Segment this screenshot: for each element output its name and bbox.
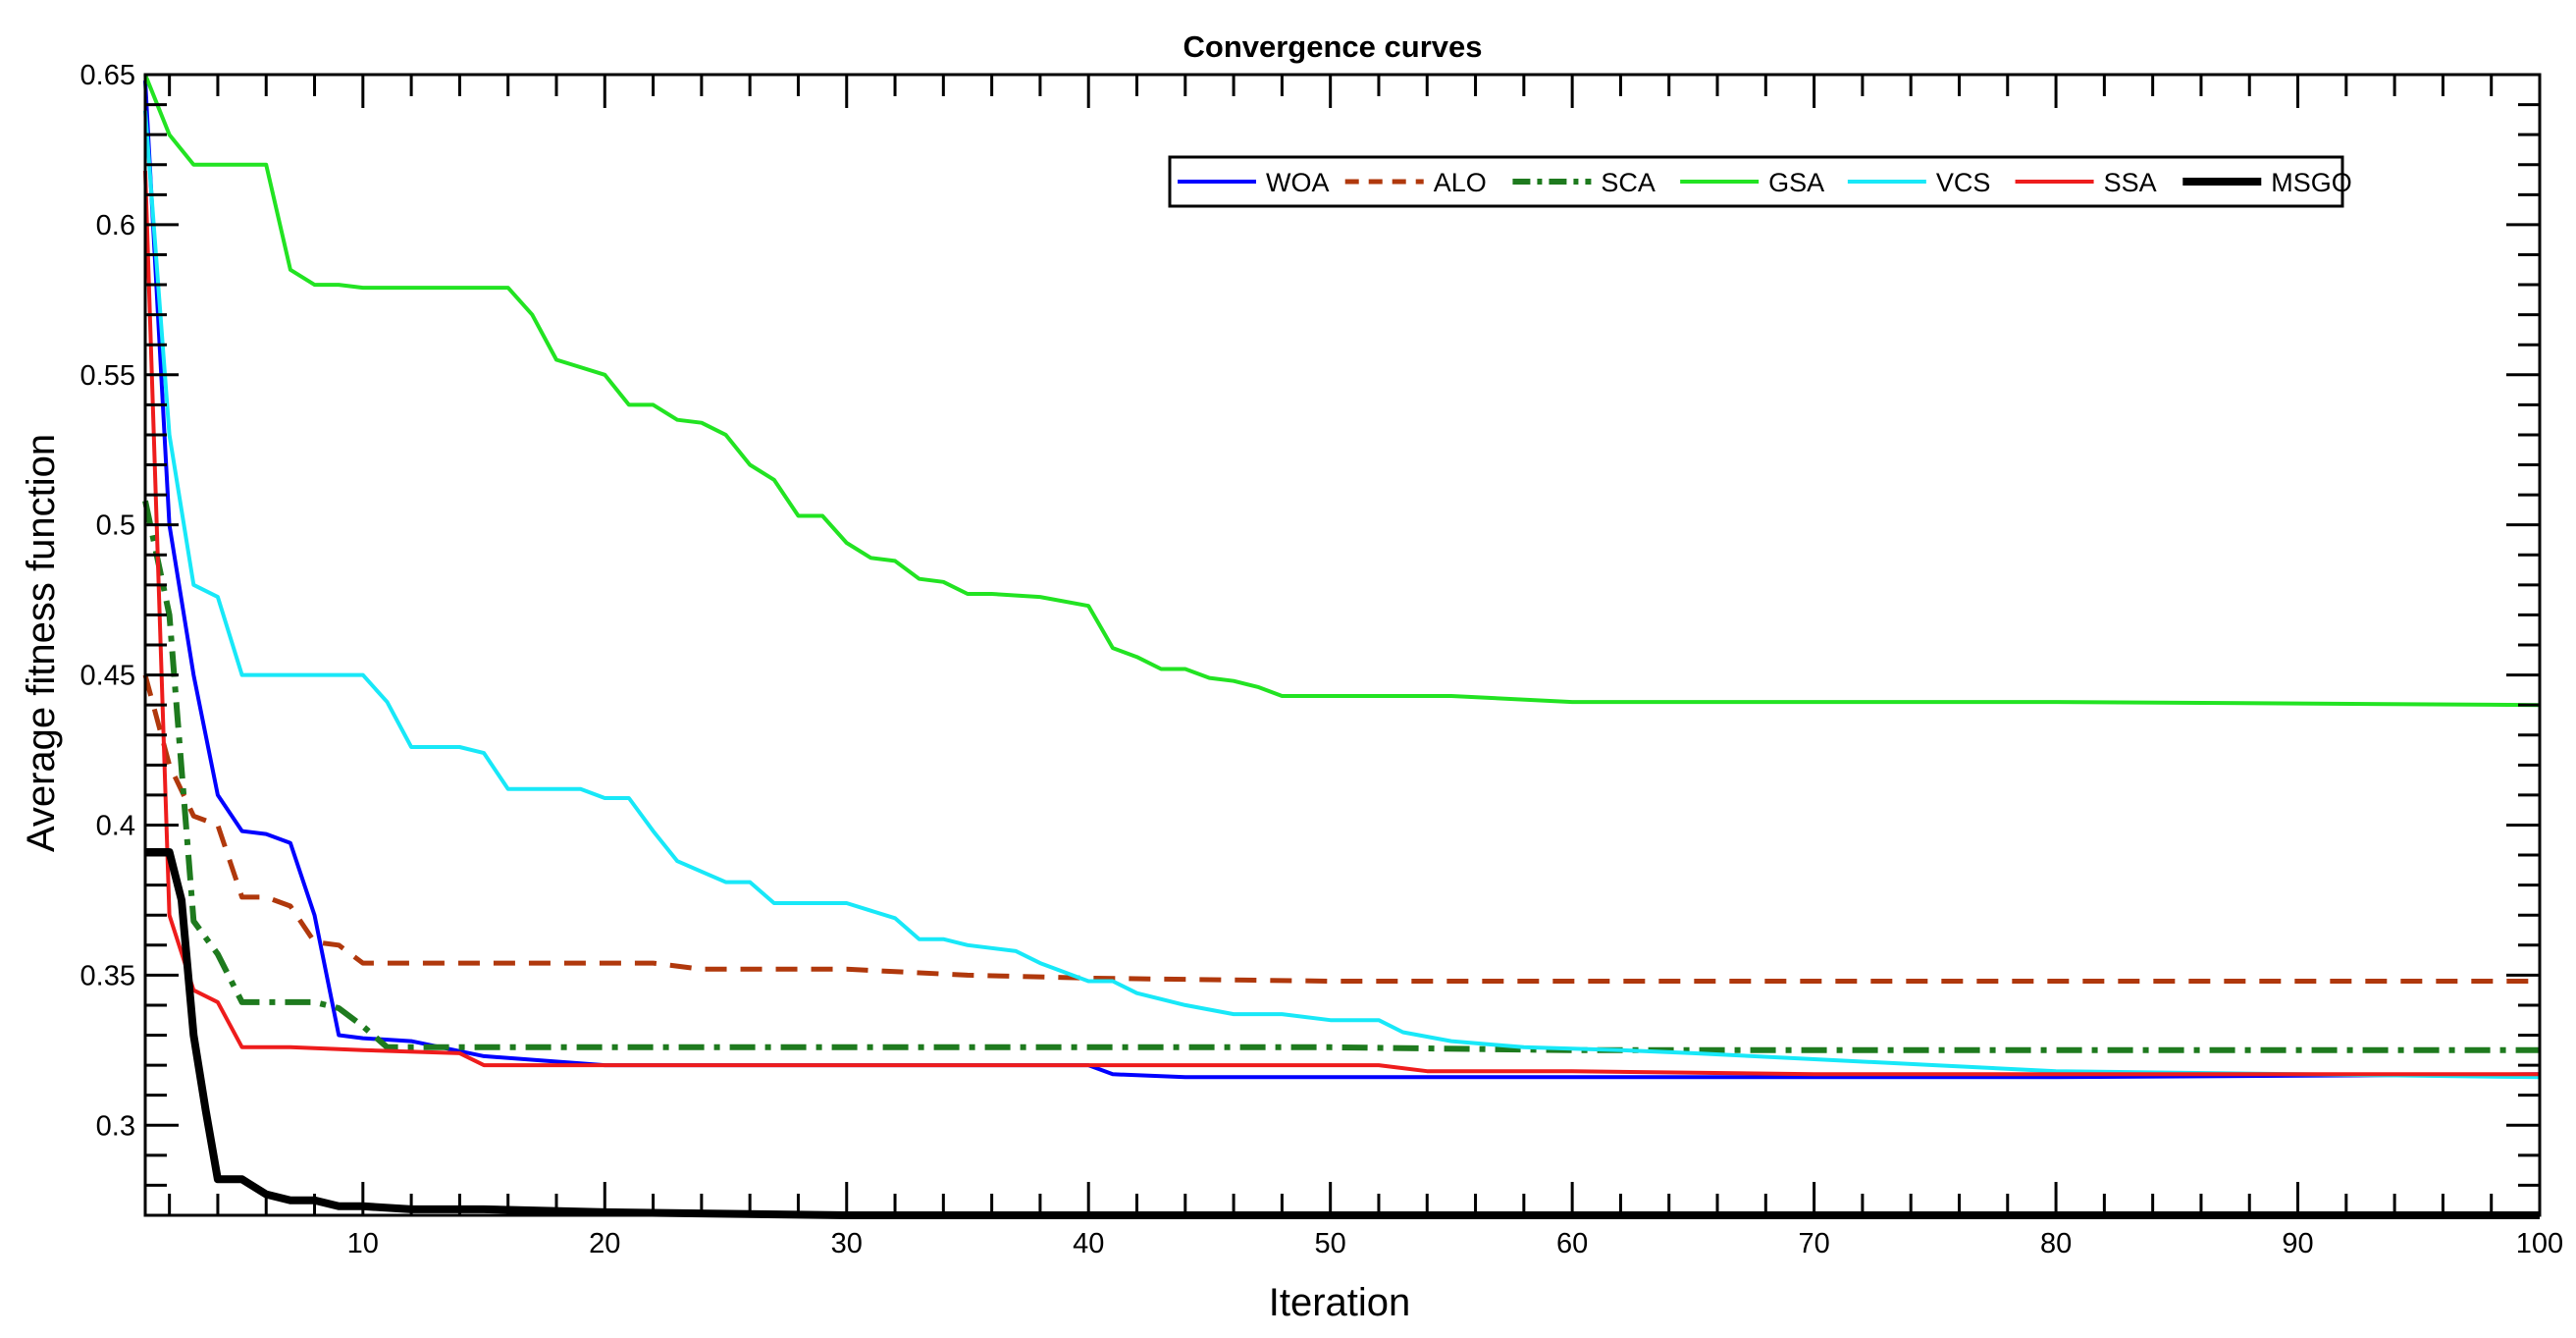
series-line-gsa	[143, 74, 2541, 708]
x-tick-label: 100	[2516, 1228, 2563, 1259]
series-line-vcs	[143, 110, 2541, 1080]
series-line-msgo	[145, 848, 2540, 1219]
x-tick-label: 40	[1073, 1228, 1104, 1259]
y-tick-label: 0.3	[96, 1110, 135, 1142]
legend-label-msgo: MSGO	[2271, 168, 2352, 197]
series-layer	[142, 74, 2541, 1219]
x-tick-label: 50	[1315, 1228, 1346, 1259]
y-tick-label: 0.5	[96, 510, 135, 542]
series-line-ssa	[143, 170, 2540, 1077]
legend-box	[1168, 155, 2344, 208]
x-tick-label: 70	[1798, 1228, 1829, 1259]
y-tick-label: 0.65	[80, 60, 135, 91]
series-line-woa	[143, 80, 2541, 1080]
y-tick-label: 0.55	[80, 360, 135, 392]
series-line-sca	[142, 500, 2540, 1053]
x-tick-label: 10	[347, 1228, 379, 1259]
y-tick-label: 0.45	[80, 661, 135, 692]
x-tick-label: 30	[831, 1228, 863, 1259]
y-tick-label: 0.4	[96, 810, 135, 841]
y-tick-label: 0.6	[96, 210, 135, 241]
x-axis-label: Iteration	[1269, 1281, 1411, 1324]
legend-label-woa: WOA	[1266, 168, 1330, 197]
legend-label-ssa: SSA	[2104, 168, 2157, 197]
plot-frame	[143, 73, 2542, 1217]
series-line-alo	[142, 673, 2540, 984]
legend-label-vcs: VCS	[1936, 168, 1991, 197]
legend-label-gsa: GSA	[1768, 168, 1824, 197]
x-tick-label: 80	[2040, 1228, 2072, 1259]
y-tick-label: 0.35	[80, 960, 135, 991]
x-tick-label: 90	[2282, 1228, 2313, 1259]
legend-label-alo: ALO	[1434, 168, 1487, 197]
chart-title: Convergence curves	[1183, 29, 1483, 64]
y-axis-label: Average fitness function	[20, 434, 63, 852]
legend-label-sca: SCA	[1601, 168, 1656, 197]
legend: WOA ALO SCA GSA VCS SSA MSGO	[1168, 155, 2352, 208]
axes: 10 20 30 40 50 60 70 80 90 100 0.3 0.35 0.4 0.45 0.5 0.…	[80, 60, 2564, 1259]
x-tick-label: 60	[1556, 1228, 1588, 1259]
x-tick-label: 20	[589, 1228, 620, 1259]
